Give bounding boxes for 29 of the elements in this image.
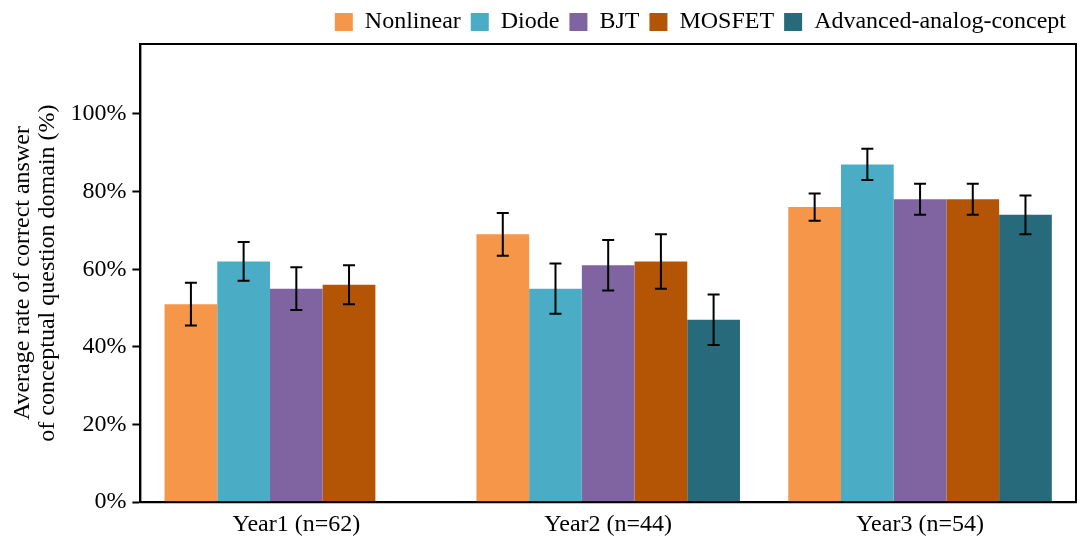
- x-tick-label: Year1 (n=62): [232, 509, 361, 536]
- legend-label: MOSFET: [679, 7, 775, 34]
- bar: [999, 214, 1052, 502]
- bar: [634, 261, 688, 502]
- bar: [476, 234, 530, 502]
- bar: [788, 207, 842, 502]
- y-tick-label: 80%: [82, 176, 127, 203]
- y-tick-label: 100%: [70, 99, 127, 126]
- y-tick-label: 20%: [82, 409, 127, 436]
- bar: [529, 288, 582, 502]
- bar: [946, 199, 1000, 502]
- legend-label: Nonlinear: [364, 7, 461, 34]
- bar: [269, 288, 323, 502]
- legend-label: Diode: [500, 7, 560, 34]
- bar: [841, 164, 894, 502]
- legend-label: Advanced-analog-concept: [814, 7, 1067, 34]
- y-tick-label: 40%: [82, 332, 127, 359]
- y-tick-label: 0%: [94, 487, 127, 514]
- bar: [322, 284, 376, 502]
- bar: [893, 199, 947, 502]
- x-tick-label: Year2 (n=44): [544, 509, 673, 536]
- bar: [687, 319, 740, 502]
- legend-label: BJT: [599, 7, 640, 34]
- bar: [217, 261, 270, 502]
- bar: [581, 265, 635, 502]
- bar: [164, 304, 218, 502]
- x-tick-label: Year3 (n=54): [856, 509, 984, 536]
- y-axis-title: Average rate of correct answer of conceptual question domain (%): [7, 104, 60, 442]
- y-tick-label: 60%: [82, 254, 127, 281]
